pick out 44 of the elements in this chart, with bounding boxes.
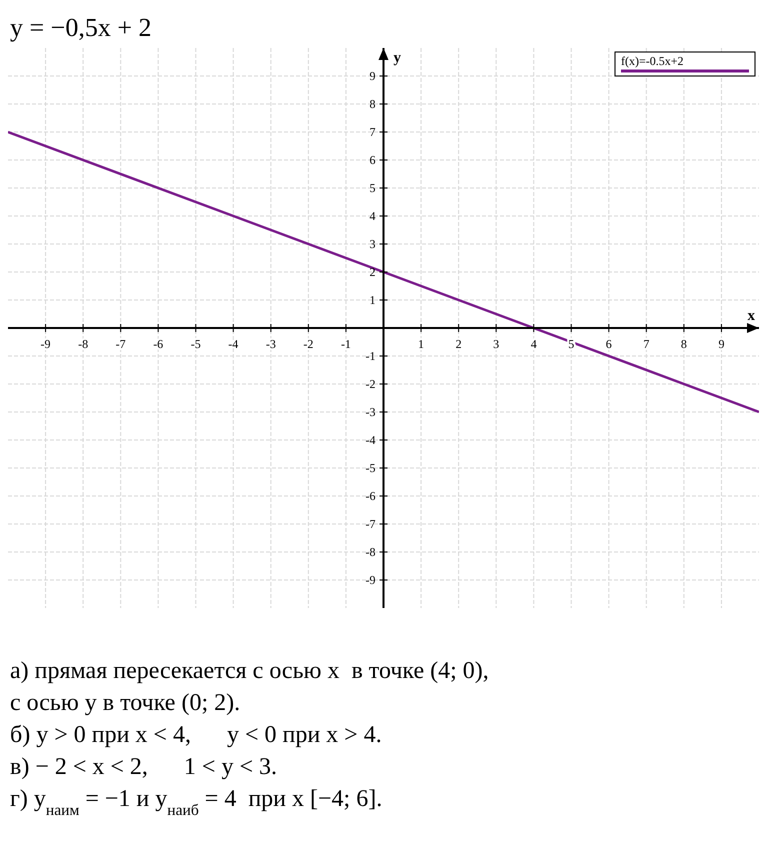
x-tick-label: -4	[228, 337, 238, 351]
text: г) y$_{наим}$ = −1 и y$_{наиб}$ = 4 при x [−4; 6].	[10, 786, 382, 818]
x-tick-label: -3	[266, 337, 276, 351]
x-tick-label: -8	[78, 337, 88, 351]
y-tick-label: 1	[370, 293, 376, 307]
text: а) прямая пересекается с осью x в точке (4; 0),	[10, 658, 489, 684]
y-tick-label: 3	[370, 237, 376, 251]
y-tick-label: -7	[366, 517, 376, 531]
x-tick-label: 6	[606, 337, 612, 351]
y-tick-label: -6	[366, 489, 376, 503]
y-tick-label: -8	[366, 545, 376, 559]
y-tick-label: 5	[370, 181, 376, 195]
y-tick-label: -1	[366, 349, 376, 363]
y-tick-label: -2	[366, 377, 376, 391]
y-tick-label: 9	[370, 69, 376, 83]
x-tick-label: 7	[643, 337, 650, 351]
text: б) y > 0 при x < 4, y < 0 при x > 4.	[10, 722, 382, 748]
chart-title: y = −0,5x + 2	[10, 13, 152, 42]
x-tick-label: 3	[493, 337, 500, 351]
x-tick-label: -1	[340, 337, 351, 351]
y-tick-label: -4	[366, 433, 376, 447]
text: в) − 2 < x < 2, 1 < y < 3.	[10, 754, 277, 780]
y-tick-label: 4	[370, 209, 376, 223]
y-tick-label: -3	[366, 405, 376, 419]
y-tick-label: -5	[366, 461, 376, 475]
x-tick-label: 1	[418, 337, 424, 351]
x-tick-label: 9	[718, 337, 724, 351]
x-tick-label: -2	[303, 337, 314, 351]
x-axis-title: x	[748, 308, 756, 324]
y-tick-label: -9	[366, 573, 376, 587]
y-tick-label: 7	[370, 125, 376, 139]
x-tick-label: -9	[40, 337, 51, 351]
x-tick-label: -7	[116, 337, 126, 351]
x-tick-label: 4	[530, 337, 537, 351]
text: f(x)=-0.5x+2	[621, 54, 684, 68]
x-tick-label: 2	[456, 337, 462, 351]
x-tick-label: 8	[680, 337, 687, 351]
y-tick-label: 6	[370, 153, 376, 167]
x-tick-label: -6	[153, 337, 164, 351]
text: с осью y в точке (0; 2).	[10, 690, 240, 716]
x-tick-label: -5	[190, 337, 201, 351]
y-axis-title: y	[394, 50, 402, 66]
y-tick-label: 8	[370, 97, 376, 111]
y-tick-label: 2	[370, 265, 376, 279]
